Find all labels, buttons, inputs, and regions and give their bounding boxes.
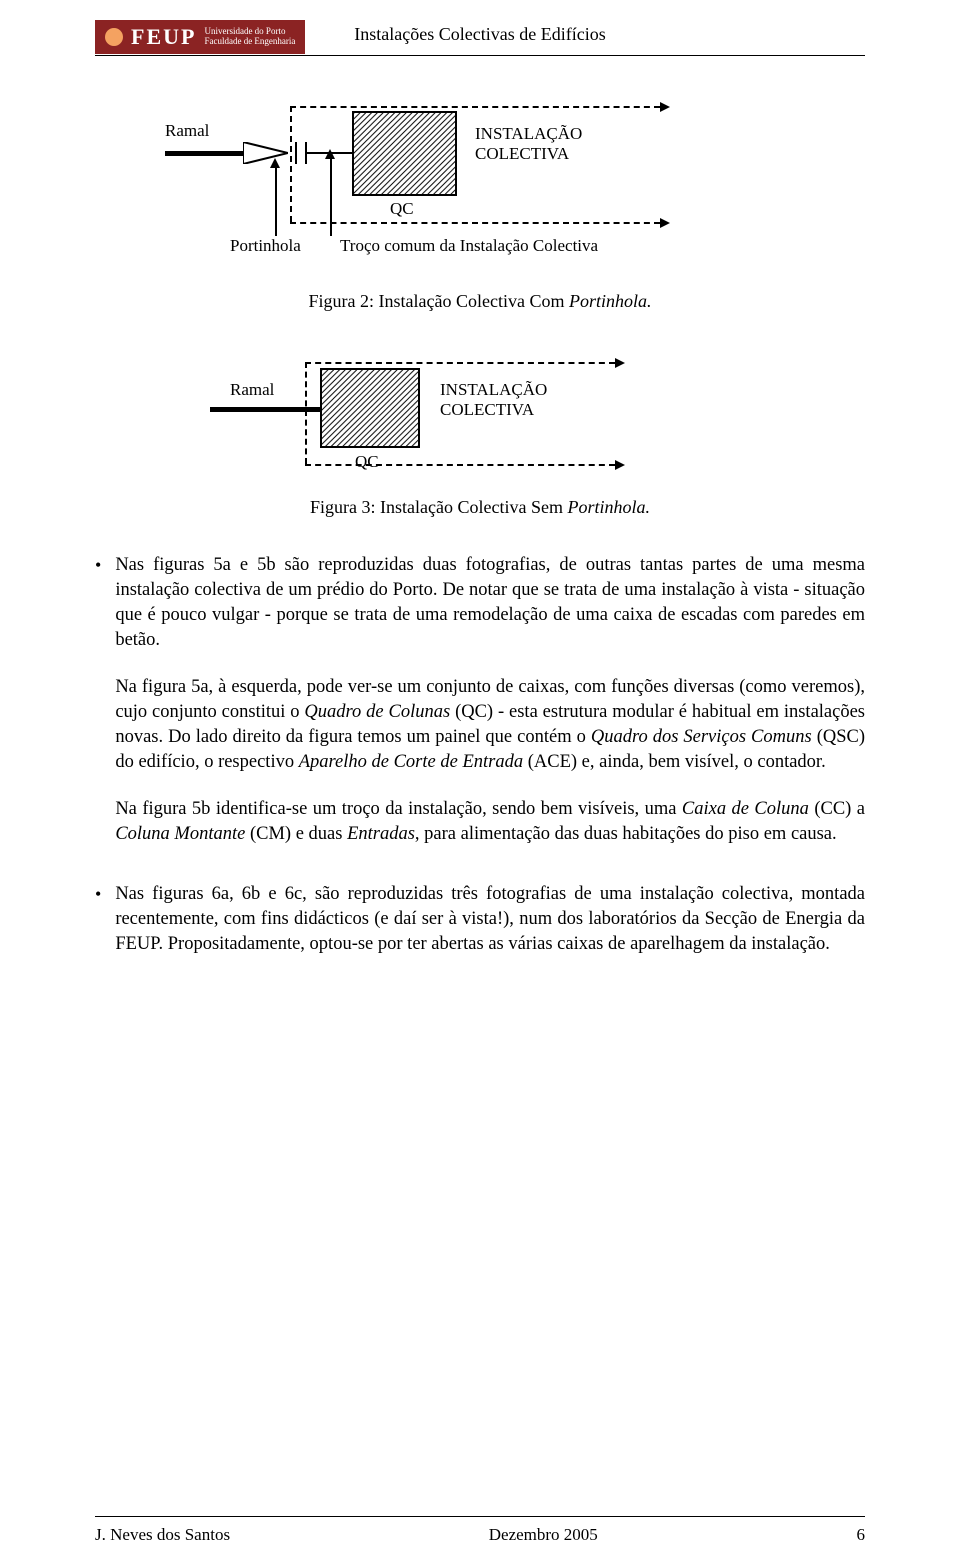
figure-2-caption: Figura 2: Instalação Colectiva Com Porti… bbox=[95, 291, 865, 312]
portinhola-symbol bbox=[243, 142, 288, 164]
logo-subtitle: Universidade do Porto Faculdade de Engen… bbox=[204, 27, 295, 47]
dashed-bottom bbox=[305, 464, 615, 466]
figure-2-block: Ramal INSTALAÇÃO COLECTIVA QC Portinhola… bbox=[95, 106, 865, 312]
figure-3-caption: Figura 3: Instalação Colectiva Sem Porti… bbox=[95, 497, 865, 518]
ramal-label: Ramal bbox=[230, 380, 274, 400]
qc-box bbox=[320, 368, 420, 448]
dashed-top bbox=[305, 362, 615, 364]
bullet-icon: • bbox=[95, 882, 101, 957]
logo-bar: FEUP Universidade do Porto Faculdade de … bbox=[95, 20, 305, 54]
ramal-line bbox=[165, 151, 243, 156]
instalacao-label: INSTALAÇÃO COLECTIVA bbox=[475, 124, 582, 164]
ramal-line bbox=[210, 407, 320, 412]
footer-author: J. Neves dos Santos bbox=[95, 1525, 230, 1545]
bullet-icon: • bbox=[95, 553, 101, 847]
paragraph: Na figura 5b identifica-se um troço da i… bbox=[115, 797, 865, 847]
ramal-label: Ramal bbox=[165, 121, 209, 141]
arrow-icon bbox=[615, 460, 625, 470]
dashed-boundary bbox=[305, 362, 307, 464]
troco-label: Troço comum da Instalação Colectiva bbox=[340, 236, 598, 256]
arrow-icon bbox=[615, 358, 625, 368]
paragraph: Na figura 5a, à esquerda, pode ver-se um… bbox=[115, 675, 865, 775]
arrow-line bbox=[330, 157, 332, 236]
arrow-icon bbox=[660, 102, 670, 112]
page-footer: J. Neves dos Santos Dezembro 2005 6 bbox=[95, 1516, 865, 1545]
qc-box bbox=[352, 111, 457, 196]
qc-label: QC bbox=[390, 199, 414, 219]
sep-line bbox=[295, 142, 297, 164]
arrow-icon bbox=[660, 218, 670, 228]
qc-label: QC bbox=[355, 452, 379, 472]
logo-dot-icon bbox=[105, 28, 123, 46]
footer-date: Dezembro 2005 bbox=[489, 1525, 598, 1545]
dashed-top bbox=[290, 106, 660, 108]
header-divider bbox=[95, 55, 865, 56]
instalacao-label: INSTALAÇÃO COLECTIVA bbox=[440, 380, 547, 420]
figure-3-block: Ramal INSTALAÇÃO COLECTIVA QC Figura 3: … bbox=[95, 362, 865, 518]
paragraph: Nas figuras 6a, 6b e 6c, são reproduzida… bbox=[115, 882, 865, 957]
arrow-line bbox=[275, 166, 277, 236]
footer-page-number: 6 bbox=[857, 1525, 866, 1545]
arrow-up-icon bbox=[325, 149, 335, 159]
bullet-section-2: • Nas figuras 6a, 6b e 6c, são reproduzi… bbox=[95, 882, 865, 957]
figure-2-diagram: Ramal INSTALAÇÃO COLECTIVA QC Portinhola… bbox=[165, 106, 865, 266]
footer-divider bbox=[95, 1516, 865, 1517]
figure-3-diagram: Ramal INSTALAÇÃO COLECTIVA QC bbox=[165, 362, 865, 472]
bullet-section-1: • Nas figuras 5a e 5b são reproduzidas d… bbox=[95, 553, 865, 847]
arrow-up-icon bbox=[270, 158, 280, 168]
dashed-bottom bbox=[290, 222, 660, 224]
portinhola-label: Portinhola bbox=[230, 236, 301, 256]
page-header: FEUP Universidade do Porto Faculdade de … bbox=[95, 20, 865, 56]
logo-main: FEUP bbox=[131, 24, 196, 50]
paragraph: Nas figuras 5a e 5b são reproduzidas dua… bbox=[115, 553, 865, 653]
dashed-boundary bbox=[290, 106, 292, 222]
